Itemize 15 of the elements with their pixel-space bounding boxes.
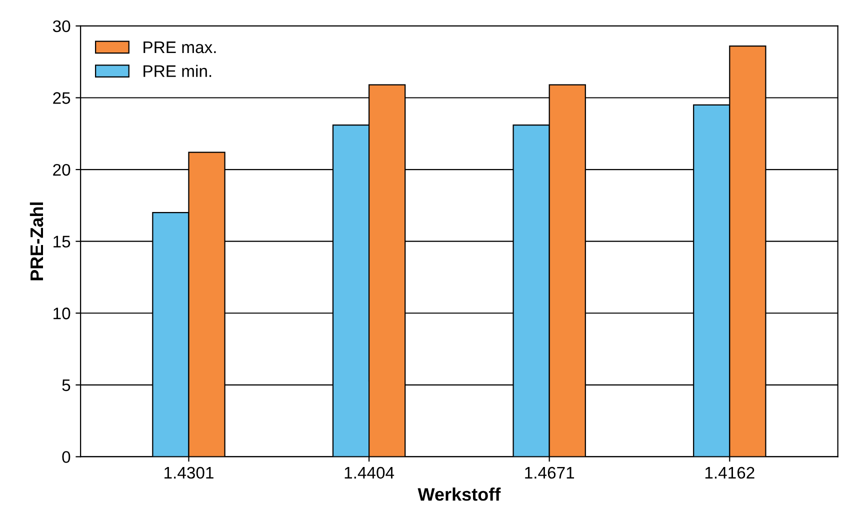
- y-axis-title: PRE-Zahl: [30, 202, 44, 280]
- legend-label: PRE min.: [144, 64, 212, 77]
- x-tick-label: 1.4301: [164, 466, 214, 479]
- x-axis-title: Werkstoff: [418, 488, 501, 501]
- y-tick-label: 0: [62, 451, 70, 463]
- y-tick-label: 30: [52, 20, 70, 32]
- y-tick-label: 5: [62, 380, 70, 392]
- x-tick-label: 1.4162: [705, 466, 754, 479]
- x-tick-label: 1.4671: [525, 466, 574, 479]
- legend-label: PRE max.: [144, 42, 216, 54]
- y-tick-label: 25: [53, 92, 70, 104]
- x-tick-label: 1.4404: [344, 466, 394, 479]
- y-tick-label: 20: [53, 164, 70, 176]
- y-tick-label: 15: [54, 236, 70, 248]
- y-tick-label: 10: [54, 308, 70, 320]
